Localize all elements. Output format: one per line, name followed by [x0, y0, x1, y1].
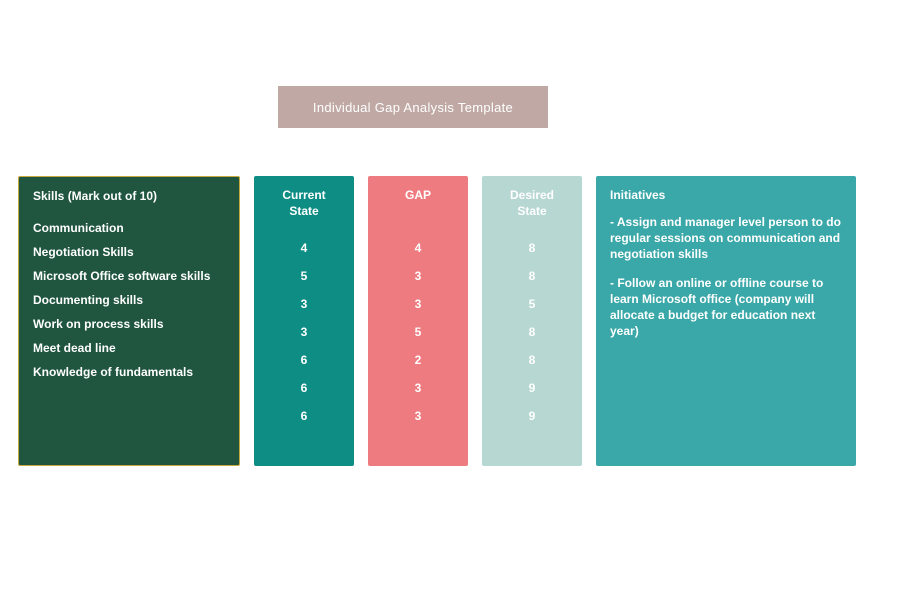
desired-val: 8 [496, 346, 568, 374]
skill-item: Microsoft Office software skills [33, 269, 225, 284]
gap-val: 2 [382, 346, 454, 374]
gap-val: 3 [382, 290, 454, 318]
gap-val: 5 [382, 318, 454, 346]
desired-val: 9 [496, 374, 568, 402]
desired-state-header: Desired State [496, 188, 568, 220]
current-val: 4 [268, 234, 340, 262]
initiatives-panel: Initiatives - Assign and manager level p… [596, 176, 856, 466]
desired-val: 8 [496, 234, 568, 262]
desired-val: 9 [496, 402, 568, 430]
skill-item: Meet dead line [33, 341, 225, 356]
current-val: 6 [268, 402, 340, 430]
gap-val: 4 [382, 234, 454, 262]
initiative-item: - Assign and manager level person to do … [610, 214, 842, 263]
skills-panel: Skills (Mark out of 10) Communication Ne… [18, 176, 240, 466]
gap-val: 3 [382, 402, 454, 430]
current-state-panel: Current State 4 5 3 3 6 6 6 [254, 176, 354, 466]
skill-item: Negotiation Skills [33, 245, 225, 260]
desired-val: 5 [496, 290, 568, 318]
panels-row: Skills (Mark out of 10) Communication Ne… [18, 176, 856, 466]
skills-header: Skills (Mark out of 10) [33, 189, 225, 203]
current-val: 3 [268, 290, 340, 318]
current-val: 6 [268, 374, 340, 402]
current-val: 3 [268, 318, 340, 346]
desired-val: 8 [496, 318, 568, 346]
title-box: Individual Gap Analysis Template [278, 86, 548, 128]
desired-state-panel: Desired State 8 8 5 8 8 9 9 [482, 176, 582, 466]
initiative-item: - Follow an online or offline course to … [610, 275, 842, 340]
current-val: 5 [268, 262, 340, 290]
title-text: Individual Gap Analysis Template [313, 100, 513, 115]
skill-item: Communication [33, 221, 225, 236]
gap-val: 3 [382, 374, 454, 402]
gap-header: GAP [382, 188, 454, 220]
gap-val: 3 [382, 262, 454, 290]
skill-item: Documenting skills [33, 293, 225, 308]
current-state-header: Current State [268, 188, 340, 220]
skill-item: Knowledge of fundamentals [33, 365, 225, 380]
current-val: 6 [268, 346, 340, 374]
gap-panel: GAP 4 3 3 5 2 3 3 [368, 176, 468, 466]
skill-item: Work on process skills [33, 317, 225, 332]
initiatives-header: Initiatives [610, 188, 842, 202]
desired-val: 8 [496, 262, 568, 290]
